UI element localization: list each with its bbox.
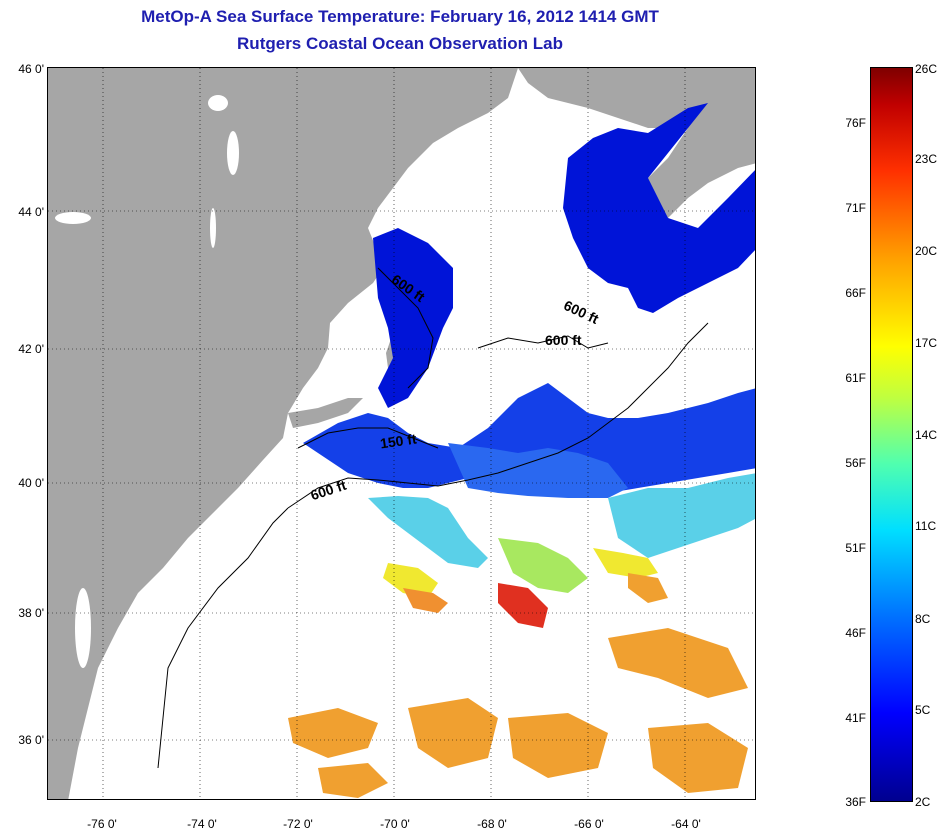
lake <box>210 208 216 248</box>
sst-cold-shelf <box>303 383 755 493</box>
lat-label-36: 36 0' <box>18 733 44 747</box>
sst-red-streak <box>498 583 548 628</box>
bathymetry-contour-gulf <box>477 335 609 349</box>
colorbar-label-f: 66F <box>845 286 866 300</box>
lake <box>55 212 91 224</box>
bathymetry-contour-gulf <box>377 267 434 389</box>
lat-label-40: 40 0' <box>18 476 44 490</box>
colorbar-label-c: 23C <box>915 152 938 166</box>
bathymetry-contour-600ft <box>287 322 709 509</box>
colorbar-label-f: 36F <box>845 795 866 809</box>
colorbar-label-c: 5C <box>915 703 931 717</box>
lon-label-68: -68 0' <box>477 817 507 831</box>
sst-map: 600 ft 600 ft 600 ft 150 ft 600 ft <box>47 67 756 800</box>
contour-label: 600 ft <box>545 332 582 348</box>
lake <box>208 95 228 111</box>
map-title: MetOp-A Sea Surface Temperature: Februar… <box>141 7 659 26</box>
lake <box>75 588 91 668</box>
colorbar-label-f: 46F <box>845 626 866 640</box>
map-subtitle: Rutgers Coastal Ocean Observation Lab <box>237 34 563 53</box>
sst-green-front <box>498 538 588 593</box>
sst-orange-filament <box>403 588 448 613</box>
colorbar-label-f: 56F <box>845 456 866 470</box>
sst-cold-gulf-of-maine <box>373 228 453 408</box>
lake <box>227 131 239 175</box>
colorbar-label-f: 51F <box>845 541 866 555</box>
sst-warm-patch <box>508 713 608 778</box>
temperature-colorbar <box>870 67 913 802</box>
lat-label-38: 38 0' <box>18 606 44 620</box>
colorbar-label-c: 11C <box>915 519 937 533</box>
colorbar-label-c: 8C <box>915 612 931 626</box>
colorbar-label-f: 41F <box>845 711 866 725</box>
sst-yellow-filament <box>383 563 438 598</box>
lat-label-42: 42 0' <box>18 342 44 356</box>
lat-label-44: 44 0' <box>18 205 44 219</box>
bathymetry-contour-150ft <box>297 427 439 449</box>
coastline-shelf <box>157 507 289 769</box>
lat-label-46: 46 0' <box>18 62 44 76</box>
land-us-northeast <box>48 68 518 799</box>
lon-label-72: -72 0' <box>283 817 313 831</box>
lon-label-64: -64 0' <box>671 817 701 831</box>
lon-label-66: -66 0' <box>574 817 604 831</box>
sst-yellow-filament <box>593 548 658 578</box>
colorbar-label-f: 61F <box>845 371 866 385</box>
colorbar-label-c: 2C <box>915 795 931 809</box>
sst-warm-patch <box>408 698 498 768</box>
sst-blue-slope <box>448 443 628 498</box>
colorbar-label-c: 17C <box>915 336 938 350</box>
lon-label-76: -76 0' <box>87 817 117 831</box>
sst-cyan-front-east <box>608 473 755 558</box>
sst-map-canvas <box>48 68 755 799</box>
sst-warm-patch <box>608 628 748 698</box>
colorbar-label-c: 26C <box>915 62 938 76</box>
sst-warm-patch <box>288 708 378 758</box>
sst-cold-bay-of-fundy <box>563 103 755 313</box>
sst-warm-patch <box>648 723 748 793</box>
colorbar-label-c: 14C <box>915 428 938 442</box>
sst-cyan-front <box>368 496 488 568</box>
sst-warm-patch <box>318 763 388 798</box>
colorbar-label-f: 76F <box>845 116 866 130</box>
sst-orange-filament <box>628 573 668 603</box>
land-long-island <box>288 398 363 428</box>
lon-label-70: -70 0' <box>380 817 410 831</box>
lon-label-74: -74 0' <box>187 817 217 831</box>
colorbar-label-f: 71F <box>845 201 866 215</box>
colorbar-label-c: 20C <box>915 244 938 258</box>
